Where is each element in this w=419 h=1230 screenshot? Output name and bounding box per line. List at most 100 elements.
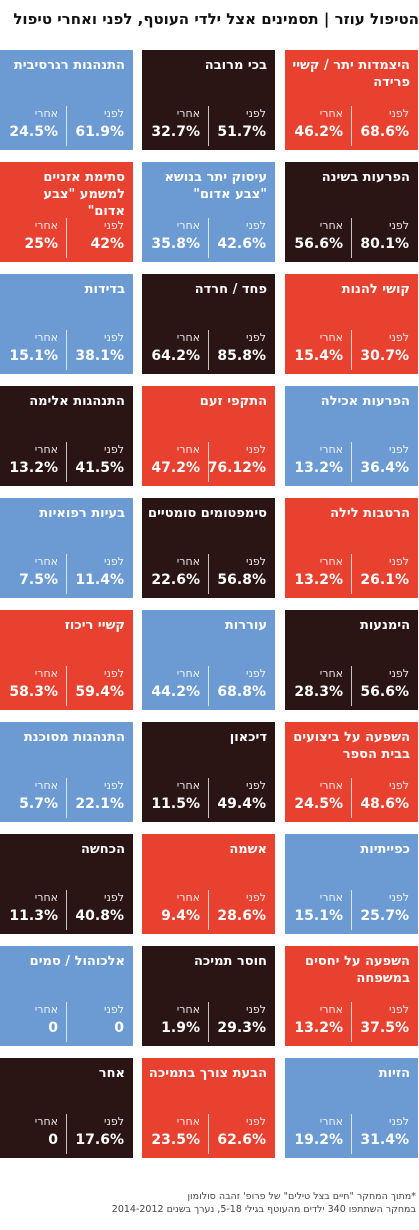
after-label: אחרי xyxy=(176,667,200,680)
after-label: אחרי xyxy=(34,219,58,232)
symptom-name: הבעת צורך בתמיכה xyxy=(148,1066,267,1081)
footnote-source: *מתוך המחקר "חיים בצל טילים" של פרופ' זה… xyxy=(187,1191,416,1202)
before-label: לפני xyxy=(104,891,124,904)
after-value: 23.5% xyxy=(151,1132,200,1148)
after-label: אחרי xyxy=(176,443,200,456)
symptom-name: עיסוק יתר בנושא "צבע אדום" xyxy=(164,170,267,202)
symptom-name: הימנעות xyxy=(359,618,410,633)
after-value: 24.5% xyxy=(9,124,58,140)
column-divider xyxy=(351,442,352,482)
column-divider xyxy=(66,442,67,482)
column-divider xyxy=(351,1002,352,1042)
symptom-tile: קושי להנות לפני 30.7% אחרי 15.4% xyxy=(285,274,418,374)
symptom-tile: פחד / חרדה לפני 85.8% אחרי 64.2% xyxy=(142,274,275,374)
after-value: 0 xyxy=(48,1020,58,1036)
after-label: אחרי xyxy=(319,1115,343,1128)
after-label: אחרי xyxy=(319,1003,343,1016)
symptom-name: דיכאון xyxy=(229,730,267,745)
after-label: אחרי xyxy=(319,891,343,904)
after-value: 22.6% xyxy=(151,572,200,588)
after-value: 15.4% xyxy=(294,348,343,364)
symptom-tile: הזיות לפני 31.4% אחרי 19.2% xyxy=(285,1058,418,1158)
symptom-tile: הרטבות לילה לפני 26.1% אחרי 13.2% xyxy=(285,498,418,598)
column-divider xyxy=(351,330,352,370)
after-value: 1.9% xyxy=(161,1020,200,1036)
before-value: 80.1% xyxy=(360,236,409,252)
before-label: לפני xyxy=(246,219,266,232)
after-value: 35.8% xyxy=(151,236,200,252)
column-divider xyxy=(66,106,67,146)
symptom-tile: דיכאון לפני 49.4% אחרי 11.5% xyxy=(142,722,275,822)
symptom-tile: התקפי זעם לפני 76.12% אחרי 47.2% xyxy=(142,386,275,486)
before-label: לפני xyxy=(104,667,124,680)
before-label: לפני xyxy=(389,779,409,792)
after-label: אחרי xyxy=(34,667,58,680)
after-value: 24.5% xyxy=(294,796,343,812)
after-label: אחרי xyxy=(319,443,343,456)
symptom-name: הפרעות בשינה xyxy=(321,170,410,185)
symptom-tile: סתימת אזניים למשמע "צבע אדום" לפני 42% אחרי… xyxy=(0,162,133,262)
symptom-tile: אחר לפני 17.6% אחרי 0 xyxy=(0,1058,133,1158)
before-label: לפני xyxy=(389,219,409,232)
after-value: 28.3% xyxy=(294,684,343,700)
before-label: לפני xyxy=(389,667,409,680)
after-label: אחרי xyxy=(319,779,343,792)
column-divider xyxy=(66,1002,67,1042)
before-value: 56.8% xyxy=(217,572,266,588)
after-label: אחרי xyxy=(34,331,58,344)
after-label: אחרי xyxy=(319,219,343,232)
after-label: אחרי xyxy=(34,1115,58,1128)
after-label: אחרי xyxy=(319,331,343,344)
before-label: לפני xyxy=(246,331,266,344)
before-value: 28.6% xyxy=(217,908,266,924)
after-value: 9.4% xyxy=(161,908,200,924)
symptom-name: פחד / חרדה xyxy=(194,282,267,297)
before-label: לפני xyxy=(389,891,409,904)
before-label: לפני xyxy=(104,1115,124,1128)
after-label: אחרי xyxy=(34,891,58,904)
footnote-details: במחקר השתתפו 340 ילדים מהעוטף בגילי 5-18… xyxy=(111,1204,416,1215)
after-label: אחרי xyxy=(319,667,343,680)
before-value: 56.6% xyxy=(360,684,409,700)
symptom-tile: חוסר תמיכה לפני 29.3% אחרי 1.9% xyxy=(142,946,275,1046)
symptom-name: חוסר תמיכה xyxy=(194,954,267,969)
before-label: לפני xyxy=(104,443,124,456)
symptom-tile: בכי מרובה לפני 51.7% אחרי 32.7% xyxy=(142,50,275,150)
column-divider xyxy=(66,666,67,706)
symptom-name: התקפי זעם xyxy=(199,394,267,409)
symptom-tile: הבעת צורך בתמיכה לפני 62.6% אחרי 23.5% xyxy=(142,1058,275,1158)
before-value: 25.7% xyxy=(360,908,409,924)
before-label: לפני xyxy=(104,555,124,568)
symptom-name: הזיות xyxy=(378,1066,410,1081)
after-value: 13.2% xyxy=(294,572,343,588)
after-label: אחרי xyxy=(34,779,58,792)
before-value: 29.3% xyxy=(217,1020,266,1036)
before-value: 22.1% xyxy=(75,796,124,812)
symptom-name: בכי מרובה xyxy=(204,58,267,73)
before-value: 31.4% xyxy=(360,1132,409,1148)
before-label: לפני xyxy=(246,555,266,568)
symptom-name: בעיות רפואיות xyxy=(39,506,125,521)
before-value: 85.8% xyxy=(217,348,266,364)
column-divider xyxy=(208,442,209,482)
before-value: 40.8% xyxy=(75,908,124,924)
before-label: לפני xyxy=(246,779,266,792)
symptom-tile: בעיות רפואיות לפני 11.4% אחרי 7.5% xyxy=(0,498,133,598)
symptom-name: השפעה על ביצועים בבית הספר xyxy=(293,730,410,762)
symptom-tile: עוררות לפני 68.8% אחרי 44.2% xyxy=(142,610,275,710)
after-value: 13.2% xyxy=(294,460,343,476)
after-label: אחרי xyxy=(176,331,200,344)
symptom-name: קושי להנות xyxy=(341,282,410,297)
symptom-name: התנהגות אלימה xyxy=(29,394,125,409)
before-value: 38.1% xyxy=(75,348,124,364)
after-value: 11.3% xyxy=(9,908,58,924)
column-divider xyxy=(208,890,209,930)
symptom-name: הרטבות לילה xyxy=(330,506,410,521)
after-value: 13.2% xyxy=(9,460,58,476)
after-value: 25% xyxy=(24,236,58,252)
after-value: 64.2% xyxy=(151,348,200,364)
before-value: 36.4% xyxy=(360,460,409,476)
symptom-name: הכחשה xyxy=(80,842,125,857)
symptom-tile: הפרעות בשינה לפני 80.1% אחרי 56.6% xyxy=(285,162,418,262)
symptom-tile: התנהגות אלימה לפני 41.5% אחרי 13.2% xyxy=(0,386,133,486)
